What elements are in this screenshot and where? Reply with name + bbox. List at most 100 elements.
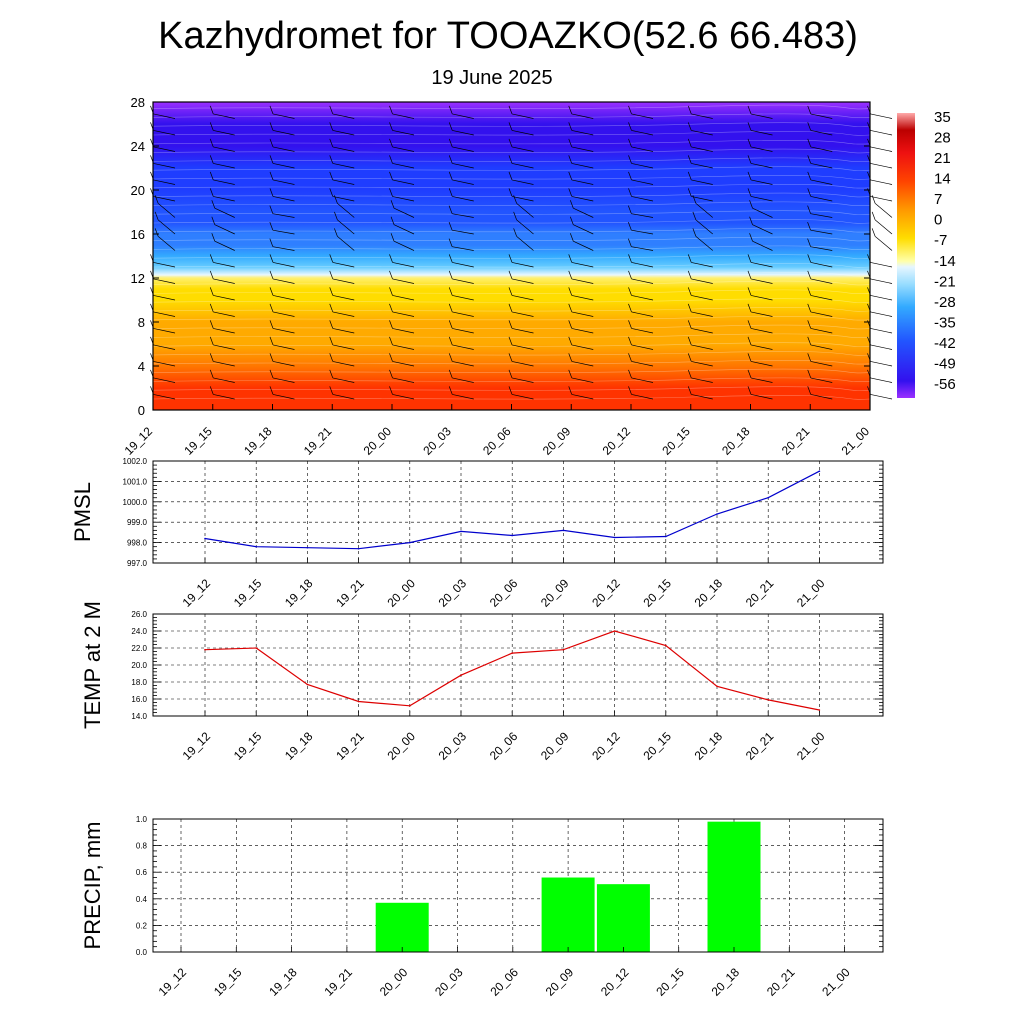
contour-line — [152, 219, 871, 224]
wind-barb-shaft — [272, 394, 295, 400]
wind-barb-flag — [807, 386, 812, 395]
heatmap-y-tick-label: 8 — [138, 315, 145, 330]
wind-barb — [209, 287, 235, 301]
wind-barb-shaft — [511, 394, 534, 400]
colorbar-label: -42 — [934, 335, 956, 352]
contour-line — [152, 254, 871, 259]
wind-barb-flag — [448, 303, 453, 313]
colorbar-label: -7 — [934, 232, 947, 249]
wind-barb-flag — [747, 171, 752, 181]
wind-barb-flag — [508, 369, 513, 379]
wind-barb-flag — [568, 122, 573, 131]
wind-barb-shaft — [511, 361, 534, 367]
data-point — [511, 534, 513, 537]
precip-bar — [541, 877, 595, 952]
wind-barb-shaft — [511, 344, 534, 350]
wind-barb — [628, 320, 654, 334]
heatmap-y-tick-label: 20 — [131, 183, 145, 198]
wind-barb — [448, 222, 474, 235]
wind-barb — [209, 138, 235, 152]
wind-barb — [628, 138, 654, 152]
wind-barb-shaft — [392, 328, 415, 334]
contour-line — [152, 122, 871, 127]
wind-barb — [508, 138, 534, 152]
wind-barb-shaft — [870, 328, 893, 334]
wind-barb-shaft — [213, 262, 235, 268]
wind-barb-shaft — [573, 207, 594, 218]
wind-barb-shaft — [153, 130, 176, 136]
wind-barb — [269, 155, 295, 169]
wind-barb-flag — [747, 105, 752, 115]
wind-barb-shaft — [452, 146, 474, 152]
x-tick-label: 20_00 — [384, 729, 418, 763]
wind-barb — [269, 222, 295, 235]
y-tick-label: 14.0 — [131, 712, 147, 721]
wind-barb — [209, 386, 235, 400]
wind-barb — [807, 222, 833, 235]
wind-barb-shaft — [750, 113, 773, 119]
wind-barb-flag — [389, 303, 393, 313]
contour-line — [152, 148, 871, 154]
wind-barb-shaft — [750, 344, 773, 350]
wind-barb-flag — [448, 254, 453, 263]
wind-barb-flag — [568, 105, 573, 115]
wind-barb — [687, 171, 713, 185]
wind-barb — [568, 188, 594, 202]
wind-barb-shaft — [214, 207, 235, 218]
data-point — [204, 537, 206, 540]
wind-barb-flag — [628, 138, 632, 148]
wind-barb — [747, 155, 773, 169]
wind-barb-flag — [389, 320, 393, 329]
contour-line — [152, 333, 871, 338]
wind-barb — [871, 211, 893, 235]
data-point — [306, 683, 309, 686]
contour-line — [152, 166, 871, 171]
wind-barb — [448, 303, 474, 317]
wind-barb-shaft — [631, 113, 654, 119]
data-point — [716, 685, 718, 688]
x-tick-label: 20_15 — [640, 729, 674, 763]
wind-barb — [154, 228, 176, 251]
wind-barb-shaft — [332, 278, 355, 284]
wind-barb-shaft — [392, 196, 415, 202]
wind-barb-shaft — [272, 146, 295, 152]
contour-line — [152, 236, 871, 242]
wind-barb-flag — [568, 287, 573, 296]
wind-barb — [867, 105, 893, 119]
contour-line — [152, 183, 871, 189]
data-point — [665, 644, 667, 647]
wind-barb-flag — [508, 188, 513, 197]
colorbar-label: -21 — [934, 273, 956, 290]
colorbar-label: -14 — [934, 253, 956, 270]
wind-barb — [269, 122, 295, 136]
wind-barb-flag — [448, 353, 453, 362]
y-tick-label: 18.0 — [131, 678, 147, 687]
wind-barb-flag — [807, 353, 812, 362]
wind-barb-shaft — [511, 377, 534, 383]
wind-barb-shaft — [272, 213, 295, 218]
wind-barb — [269, 171, 295, 185]
wind-barb-flag — [329, 303, 334, 313]
wind-barb-shaft — [272, 311, 295, 317]
wind-barb-shaft — [810, 196, 833, 202]
wind-barb — [209, 336, 235, 350]
wind-barb-flag — [209, 138, 214, 148]
wind-barb — [448, 122, 474, 136]
y-tick-label: 0.2 — [136, 921, 148, 930]
wind-barb-shaft — [516, 219, 534, 235]
wind-barb — [209, 270, 235, 284]
contour-line — [152, 113, 871, 118]
y-axis-title: PRECIP, mm — [80, 822, 105, 950]
colorbar — [897, 113, 915, 398]
wind-barb-flag — [628, 303, 632, 313]
wind-barb-flag — [568, 353, 573, 362]
x-tick-label: 19_21 — [322, 965, 356, 999]
wind-barb — [329, 336, 355, 350]
contour-line — [152, 298, 871, 303]
wind-barb-flag — [269, 171, 274, 181]
wind-barb — [508, 353, 534, 367]
data-point — [767, 699, 769, 701]
heatmap-x-tick-label: 21_00 — [839, 424, 873, 458]
wind-barb-flag — [807, 336, 812, 346]
wind-barb-flag — [747, 369, 752, 379]
